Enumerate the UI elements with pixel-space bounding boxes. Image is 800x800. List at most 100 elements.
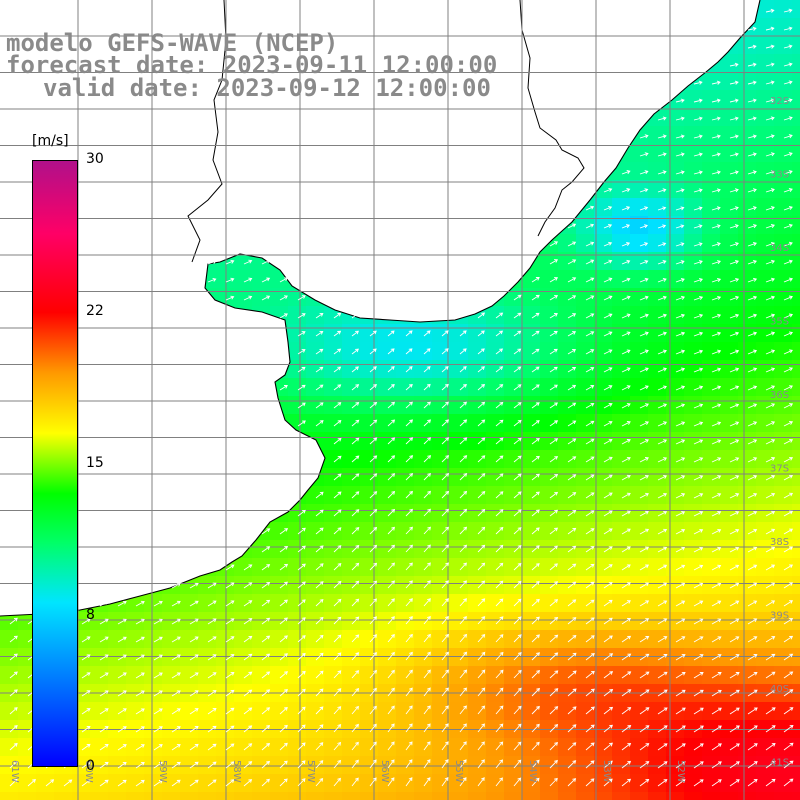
field-cell xyxy=(468,540,487,559)
field-cell xyxy=(36,774,55,793)
field-cell xyxy=(180,594,199,613)
lat-label: 41S xyxy=(770,758,789,769)
wind-arrow xyxy=(765,403,776,409)
wind-arrow xyxy=(99,690,109,697)
wind-arrow xyxy=(675,421,686,427)
field-cell xyxy=(144,756,163,775)
wind-arrow xyxy=(513,705,522,715)
wind-arrow xyxy=(747,152,757,157)
field-cell xyxy=(576,702,595,721)
field-cell xyxy=(144,738,163,757)
wind-arrow xyxy=(783,313,793,319)
field-cell xyxy=(378,324,397,343)
wind-arrow xyxy=(585,492,595,499)
field-cell xyxy=(306,648,325,667)
field-cell xyxy=(342,630,361,649)
field-cell xyxy=(774,198,793,217)
wind-arrow xyxy=(657,260,667,265)
wind-arrow xyxy=(657,761,668,769)
field-cell xyxy=(774,432,793,451)
field-cell xyxy=(738,180,757,199)
wind-arrow xyxy=(639,546,650,553)
wind-arrow xyxy=(747,349,758,355)
field-cell xyxy=(792,486,800,505)
wind-arrow xyxy=(477,366,485,373)
wind-arrow xyxy=(783,438,794,445)
wind-arrow xyxy=(9,671,18,679)
wind-arrow xyxy=(549,581,559,589)
wind-arrow xyxy=(783,44,793,49)
field-cell xyxy=(216,630,235,649)
field-cell xyxy=(522,270,541,289)
wind-arrow xyxy=(729,277,740,283)
wind-arrow xyxy=(621,242,631,247)
field-cell xyxy=(288,576,307,595)
wind-arrow xyxy=(531,366,540,373)
field-cell xyxy=(648,594,667,613)
wind-arrow xyxy=(747,134,757,139)
field-cell xyxy=(324,612,343,631)
field-cell xyxy=(702,594,721,613)
wind-arrow xyxy=(621,707,632,715)
wind-arrow xyxy=(567,778,577,787)
wind-arrow xyxy=(189,654,199,661)
field-cell xyxy=(504,324,523,343)
field-cell xyxy=(342,450,361,469)
wind-arrow xyxy=(729,689,740,697)
field-cell xyxy=(540,252,559,271)
wind-arrow xyxy=(657,618,668,625)
wind-arrow xyxy=(783,582,794,589)
field-cell xyxy=(108,648,127,667)
wind-arrow xyxy=(477,401,486,409)
wind-arrow xyxy=(783,98,793,103)
field-cell xyxy=(684,144,703,163)
field-cell xyxy=(396,576,415,595)
field-cell xyxy=(540,792,559,800)
wind-arrow xyxy=(81,654,91,661)
field-cell xyxy=(684,162,703,181)
field-cell xyxy=(252,774,271,793)
field-cell xyxy=(18,738,37,757)
wind-arrow xyxy=(351,419,360,427)
wind-arrow xyxy=(765,349,776,355)
wind-arrow xyxy=(369,741,377,751)
wind-arrow xyxy=(765,223,775,229)
field-cell xyxy=(702,288,721,307)
wind-arrow xyxy=(297,635,306,643)
wind-arrow xyxy=(405,455,414,463)
wind-arrow xyxy=(333,348,342,355)
field-cell xyxy=(144,792,163,800)
field-cell xyxy=(684,666,703,685)
wind-arrow xyxy=(423,473,431,481)
field-cell xyxy=(666,216,685,235)
field-cell xyxy=(666,738,685,757)
field-cell xyxy=(648,504,667,523)
field-cell xyxy=(792,162,800,181)
field-cell xyxy=(234,558,253,577)
field-cell xyxy=(558,234,577,253)
wind-arrow xyxy=(387,544,395,553)
field-cell xyxy=(144,648,163,667)
field-cell xyxy=(558,540,577,559)
wind-arrow xyxy=(567,563,577,571)
wind-arrow xyxy=(459,562,467,571)
wind-arrow xyxy=(657,116,667,121)
field-cell xyxy=(576,306,595,325)
field-cell xyxy=(594,738,613,757)
field-cell xyxy=(126,756,145,775)
field-cell xyxy=(486,648,505,667)
wind-arrow xyxy=(675,331,686,337)
field-cell xyxy=(684,576,703,595)
wind-arrow xyxy=(513,366,522,373)
field-cell xyxy=(468,504,487,523)
wind-arrow xyxy=(765,457,776,463)
wind-arrow xyxy=(765,707,776,715)
field-cell xyxy=(126,792,145,800)
field-cell xyxy=(540,612,559,631)
field-cell xyxy=(306,504,325,523)
wind-arrow xyxy=(549,724,559,733)
wind-arrow xyxy=(585,223,595,229)
wind-arrow xyxy=(585,385,595,391)
field-cell xyxy=(792,594,800,613)
wind-arrow xyxy=(405,490,413,499)
